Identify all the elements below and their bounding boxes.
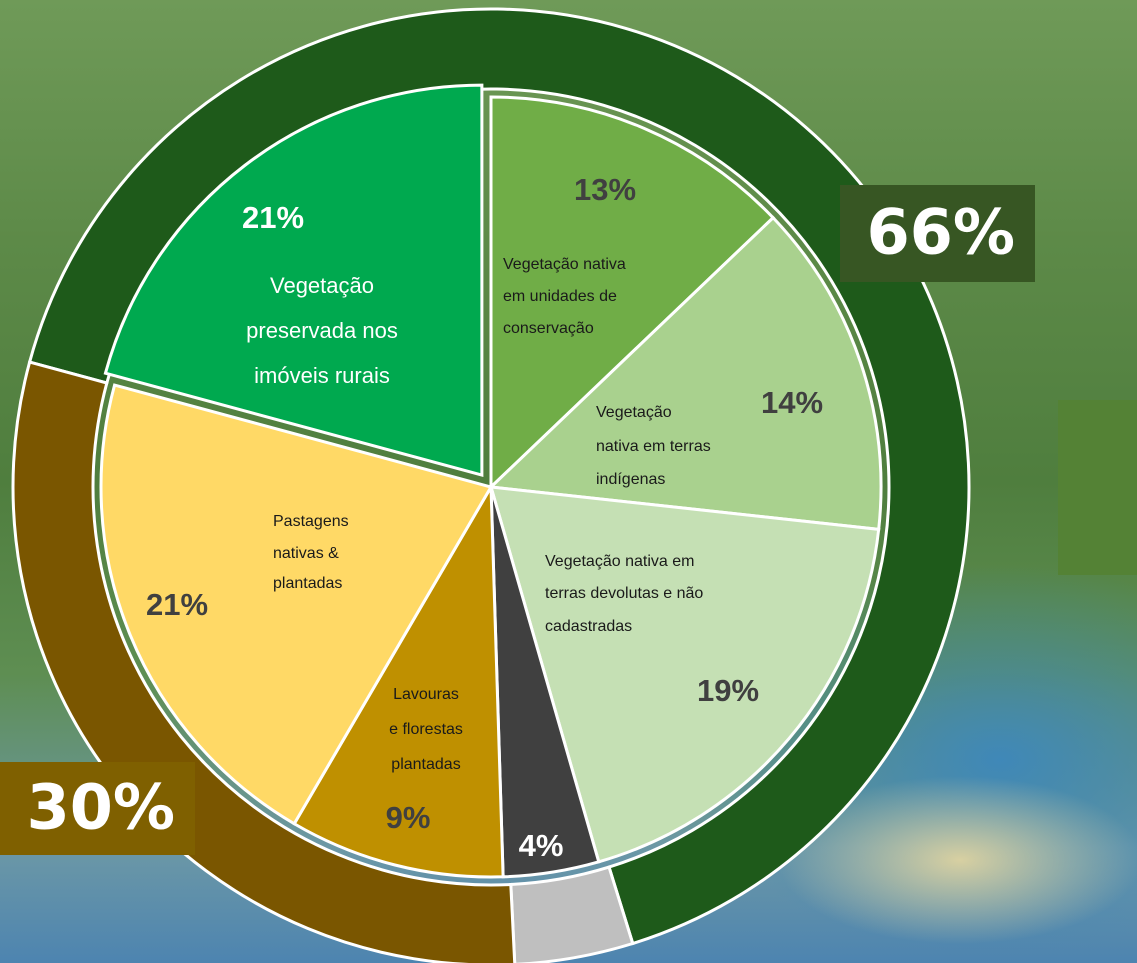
value-label: 19% (697, 673, 759, 708)
slice-label: terras devolutas e não (545, 585, 703, 602)
slice-label: cadastradas (545, 618, 632, 635)
ring-label: 66% (867, 196, 1015, 269)
slice-label: plantadas (391, 756, 460, 773)
slice-label: nativas & (273, 545, 339, 562)
slice-label: indígenas (596, 471, 665, 488)
slice-label: e florestas (389, 721, 463, 738)
value-label: 4% (519, 828, 564, 863)
slice-label: plantadas (273, 575, 342, 592)
slice-label: em unidades de (503, 288, 617, 305)
slice-label: Vegetação (596, 404, 672, 421)
value-label: 13% (574, 172, 636, 207)
value-label: 9% (386, 800, 431, 835)
slice-label: Pastagens (273, 513, 349, 530)
slice-label: preservada nos (246, 318, 398, 343)
slice-label: Vegetação nativa em (545, 553, 694, 570)
value-label: 14% (761, 385, 823, 420)
slice-label: Lavouras (393, 686, 459, 703)
chart: 21% Vegetação preservada nos imóveis rurais… (0, 0, 1137, 963)
side-panel (1058, 400, 1137, 575)
slice-label: conservação (503, 320, 594, 337)
slice-label: imóveis rurais (254, 363, 390, 388)
outer-segment (511, 867, 633, 963)
ring-label: 30% (27, 771, 175, 844)
slice-label: Vegetação nativa (503, 256, 626, 273)
slice-label: nativa em terras (596, 438, 711, 455)
value-label: 21% (242, 200, 304, 235)
value-label: 21% (146, 587, 208, 622)
slice-label: Vegetação (270, 273, 374, 298)
stage: 21% Vegetação preservada nos imóveis rurais… (0, 0, 1137, 963)
